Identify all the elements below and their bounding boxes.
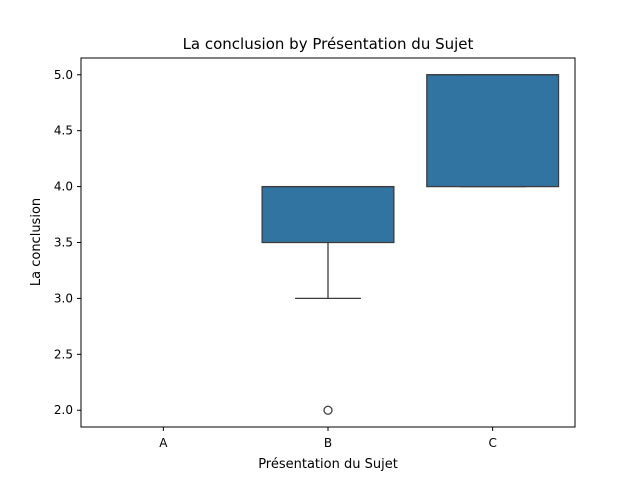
y-tick-label-3: 3.5 (54, 236, 73, 250)
x-tick-label-0: A (159, 436, 168, 450)
plot-area: 2.0 2.5 3.0 3.5 4.0 4.5 5.0 A B C (54, 57, 576, 450)
box-b-iqr (261, 185, 395, 244)
y-tick-label-6: 5.0 (54, 68, 73, 82)
y-tick-label-4: 4.0 (54, 180, 73, 194)
chart-title: La conclusion by Présentation du Sujet (183, 35, 474, 53)
y-axis-label: La conclusion (29, 198, 44, 286)
x-tick-label-2: C (488, 436, 496, 450)
y-tick-label-5: 4.5 (54, 124, 73, 138)
x-tick-label-1: B (324, 436, 332, 450)
box-c-iqr (426, 74, 560, 188)
x-axis-label: Présentation du Sujet (258, 457, 398, 472)
y-tick-label-0: 2.0 (54, 403, 73, 417)
box-b-outlier-0 (323, 405, 333, 415)
y-tick-label-2: 3.0 (54, 291, 73, 305)
y-tick-label-1: 2.5 (54, 347, 73, 361)
